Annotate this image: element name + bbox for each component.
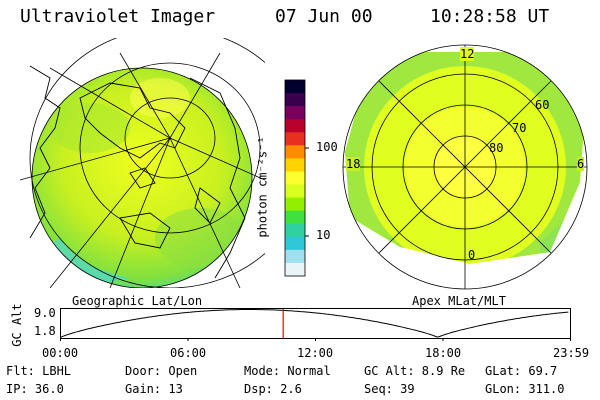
- geographic-caption: Geographic Lat/Lon: [72, 294, 203, 308]
- colorbar-segment: [285, 158, 305, 172]
- info-filter: Flt: LBHL: [6, 364, 72, 378]
- info-seq: Seq: 39: [364, 382, 415, 396]
- colorbar-segment: [285, 119, 305, 133]
- mlt-label-0: 0: [468, 248, 476, 262]
- mlat-label-60: 60: [535, 98, 550, 112]
- altitude-xtick-2: 12:00: [297, 346, 334, 360]
- coastlines: [29, 65, 246, 279]
- info-door: Door: Open: [125, 364, 198, 378]
- info-ip: IP: 36.0: [6, 382, 64, 396]
- mlat-label-80: 80: [489, 141, 504, 155]
- colorbar-tick-100: 100: [316, 140, 338, 154]
- colorbar-segment: [285, 132, 305, 146]
- mlt-label-12: 12: [460, 47, 475, 61]
- altitude-ytick-max: 9.0: [34, 306, 56, 320]
- colorbar-segment: [285, 93, 305, 107]
- colorbar-segment: [285, 80, 305, 94]
- altitude-xtick-4: 23:59: [553, 346, 590, 360]
- apex-grid: [342, 44, 588, 290]
- mlat-label-70: 70: [512, 121, 527, 135]
- info-glat: GLat: 69.7: [485, 364, 558, 378]
- geographic-image: [20, 38, 265, 288]
- apex-image: [342, 44, 588, 290]
- colorbar-segment: [285, 236, 305, 251]
- colorbar-segment: [285, 262, 305, 277]
- time-label: 10:28:58 UT: [430, 6, 550, 27]
- colorbar-segment: [285, 184, 305, 199]
- colorbar-segment: [285, 249, 305, 264]
- colorbar-tick-10: 10: [316, 228, 331, 242]
- altitude-ytick-min: 1.8: [34, 324, 56, 338]
- colorbar-segment: [285, 171, 305, 186]
- info-dsp: Dsp: 2.6: [244, 382, 302, 396]
- geo-grid: [20, 38, 265, 288]
- altitude-ylabel: GC Alt: [10, 303, 24, 347]
- altitude-curve: [60, 309, 569, 338]
- colorbar-segment: [285, 197, 305, 212]
- mlt-label-18: 18: [346, 157, 361, 171]
- colorbar-segment: [285, 210, 305, 225]
- apex-caption: Apex MLat/MLT: [412, 294, 506, 308]
- colorbar-segment: [285, 106, 305, 120]
- info-glon: GLon: 311.0: [485, 382, 565, 396]
- colorbar: [284, 79, 309, 277]
- colorbar-segment: [285, 223, 305, 238]
- instrument-title: Ultraviolet Imager: [20, 6, 216, 27]
- info-gc-alt: GC Alt: 8.9 Re: [364, 364, 466, 378]
- colorbar-unit-label: photon cm⁻²s⁻¹: [255, 136, 270, 238]
- altitude-xtick-0: 00:00: [42, 346, 79, 360]
- info-gain: Gain: 13: [125, 382, 183, 396]
- colorbar-segment: [285, 145, 305, 159]
- altitude-xtick-1: 06:00: [170, 346, 207, 360]
- altitude-xtick-3: 18:00: [425, 346, 462, 360]
- info-mode: Mode: Normal: [244, 364, 331, 378]
- date-label: 07 Jun 00: [275, 6, 373, 27]
- mlt-label-6: 6: [577, 157, 585, 171]
- altitude-plot: [60, 308, 571, 341]
